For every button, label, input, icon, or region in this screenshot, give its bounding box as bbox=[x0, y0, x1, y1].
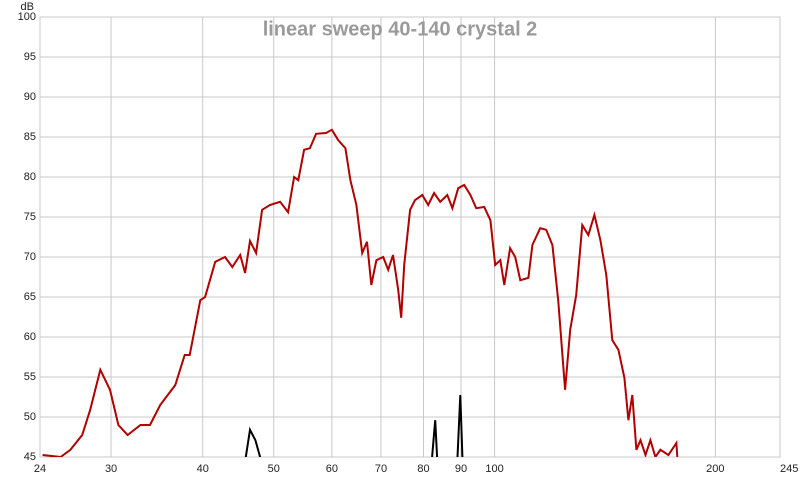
x-tick-label: 40 bbox=[197, 463, 209, 475]
y-tick-label: 90 bbox=[24, 91, 36, 103]
y-tick-label: 45 bbox=[24, 451, 36, 463]
y-tick-label: 65 bbox=[24, 291, 36, 303]
grid bbox=[39, 16, 781, 458]
y-tick-label: 60 bbox=[24, 331, 36, 343]
series-line bbox=[42, 128, 679, 457]
x-tick-label: 70 bbox=[375, 463, 387, 475]
y-tick-label: 70 bbox=[24, 251, 36, 263]
plot-area bbox=[39, 16, 781, 458]
x-tick-label: 245 Hz bbox=[780, 463, 800, 475]
x-tick-label: 90 bbox=[455, 463, 467, 475]
y-tick-label: 55 bbox=[24, 371, 36, 383]
y-tick-label: 75 bbox=[24, 211, 36, 223]
y-tick-label: 85 bbox=[24, 131, 36, 143]
x-tick-label: 100 bbox=[485, 463, 503, 475]
y-tick-label: 80 bbox=[24, 171, 36, 183]
series-line bbox=[244, 394, 464, 457]
x-tick-label: 50 bbox=[268, 463, 280, 475]
y-tick-label: 50 bbox=[24, 411, 36, 423]
x-tick-label: 24 bbox=[34, 463, 46, 475]
x-tick-label: 30 bbox=[105, 463, 117, 475]
x-tick-label: 200 bbox=[706, 463, 724, 475]
chart-title: linear sweep 40-140 crystal 2 bbox=[263, 18, 538, 40]
y-tick-label: 95 bbox=[24, 51, 36, 63]
x-tick-label: 80 bbox=[417, 463, 429, 475]
y-axis-label: dB bbox=[21, 1, 34, 13]
x-tick-label: 60 bbox=[326, 463, 338, 475]
y-tick-label: 100 bbox=[18, 11, 36, 23]
